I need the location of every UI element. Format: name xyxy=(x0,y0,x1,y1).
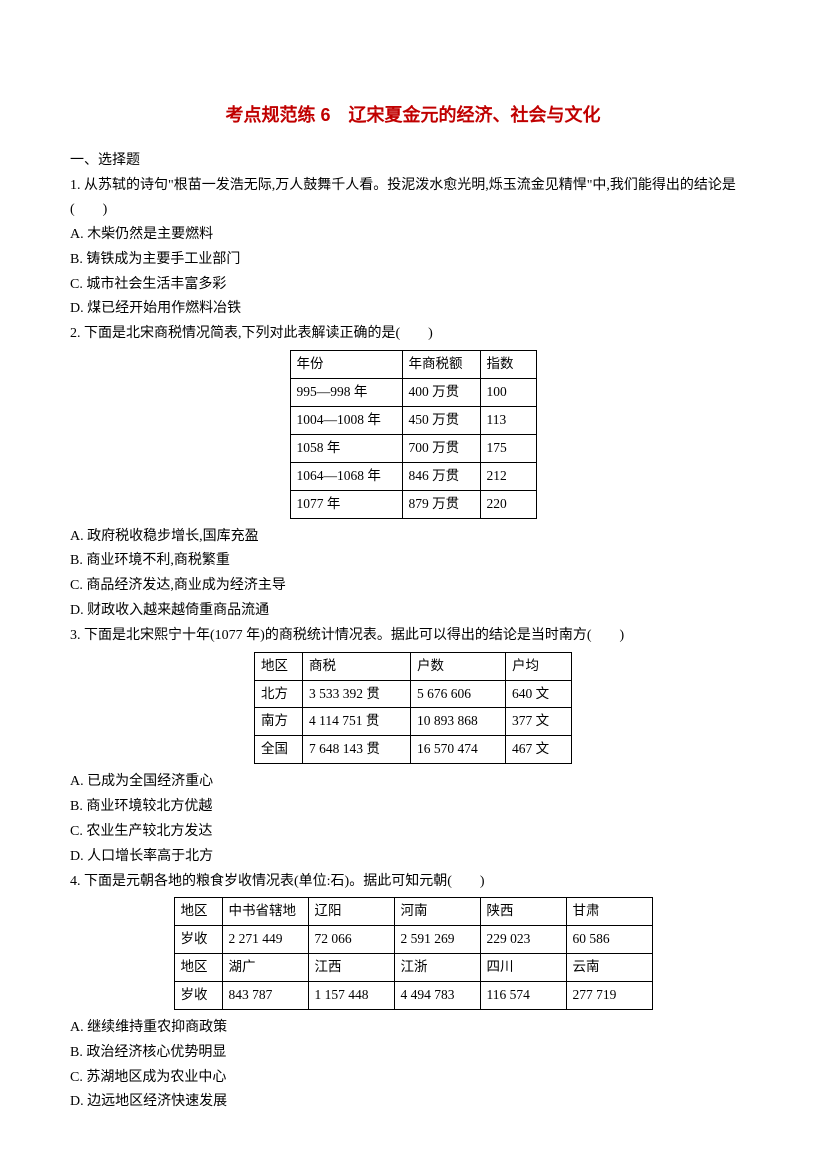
table-cell: 北方 xyxy=(255,680,303,708)
q2-option-b: B. 商业环境不利,商税繁重 xyxy=(70,549,756,573)
table-cell: 1077 年 xyxy=(290,490,402,518)
table-cell: 湖广 xyxy=(222,954,308,982)
q3-option-b: B. 商业环境较北方优越 xyxy=(70,795,756,819)
q2-text: 2. 下面是北宋商税情况简表,下列对此表解读正确的是( ) xyxy=(70,322,756,346)
table-cell: 1 157 448 xyxy=(308,982,394,1010)
table-row: 全国7 648 143 贯16 570 474467 文 xyxy=(255,736,572,764)
table-row: 地区中书省辖地辽阳河南陕西甘肃 xyxy=(174,898,652,926)
table-cell: 846 万贯 xyxy=(402,462,480,490)
q1-option-d: D. 煤已经开始用作燃料冶铁 xyxy=(70,297,756,321)
table-cell: 地区 xyxy=(174,898,222,926)
q1-option-b: B. 铸铁成为主要手工业部门 xyxy=(70,248,756,272)
q2-table: 年份年商税额指数 995—998 年400 万贯100 1004—1008 年4… xyxy=(290,350,537,519)
table-row: 地区湖广江西江浙四川云南 xyxy=(174,954,652,982)
table-cell: 南方 xyxy=(255,708,303,736)
q3-option-c: C. 农业生产较北方发达 xyxy=(70,820,756,844)
table-cell: 云南 xyxy=(566,954,652,982)
table-cell: 175 xyxy=(480,434,536,462)
section-heading: 一、选择题 xyxy=(70,149,756,173)
q2-option-d: D. 财政收入越来越倚重商品流通 xyxy=(70,599,756,623)
table-cell: 河南 xyxy=(394,898,480,926)
table-cell: 户均 xyxy=(506,652,572,680)
table-cell: 400 万贯 xyxy=(402,378,480,406)
q1-option-c: C. 城市社会生活丰富多彩 xyxy=(70,273,756,297)
table-cell: 229 023 xyxy=(480,926,566,954)
table-cell: 户数 xyxy=(411,652,506,680)
table-cell: 2 591 269 xyxy=(394,926,480,954)
table-cell: 5 676 606 xyxy=(411,680,506,708)
table-cell: 60 586 xyxy=(566,926,652,954)
table-cell: 700 万贯 xyxy=(402,434,480,462)
table-cell: 220 xyxy=(480,490,536,518)
table-cell: 3 533 392 贯 xyxy=(303,680,411,708)
table-cell: 72 066 xyxy=(308,926,394,954)
q2-option-c: C. 商品经济发达,商业成为经济主导 xyxy=(70,574,756,598)
table-cell: 1064—1068 年 xyxy=(290,462,402,490)
table-row: 1058 年700 万贯175 xyxy=(290,434,536,462)
table-cell: 岁收 xyxy=(174,982,222,1010)
table-row: 南方4 114 751 贯10 893 868377 文 xyxy=(255,708,572,736)
table-cell: 10 893 868 xyxy=(411,708,506,736)
table-cell: 1058 年 xyxy=(290,434,402,462)
table-cell: 商税 xyxy=(303,652,411,680)
table-cell: 年份 xyxy=(290,350,402,378)
q3-option-a: A. 已成为全国经济重心 xyxy=(70,770,756,794)
table-cell: 全国 xyxy=(255,736,303,764)
table-cell: 地区 xyxy=(255,652,303,680)
table-cell: 16 570 474 xyxy=(411,736,506,764)
table-cell: 1004—1008 年 xyxy=(290,406,402,434)
q3-option-d: D. 人口增长率高于北方 xyxy=(70,845,756,869)
table-cell: 100 xyxy=(480,378,536,406)
table-cell: 甘肃 xyxy=(566,898,652,926)
table-cell: 377 文 xyxy=(506,708,572,736)
page-title: 考点规范练 6 辽宋夏金元的经济、社会与文化 xyxy=(70,100,756,131)
table-cell: 江浙 xyxy=(394,954,480,982)
table-cell: 116 574 xyxy=(480,982,566,1010)
table-cell: 995—998 年 xyxy=(290,378,402,406)
table-cell: 2 271 449 xyxy=(222,926,308,954)
q4-text: 4. 下面是元朝各地的粮食岁收情况表(单位:石)。据此可知元朝( ) xyxy=(70,870,756,894)
table-row: 北方3 533 392 贯5 676 606640 文 xyxy=(255,680,572,708)
q4-option-c: C. 苏湖地区成为农业中心 xyxy=(70,1066,756,1090)
q3-text: 3. 下面是北宋熙宁十年(1077 年)的商税统计情况表。据此可以得出的结论是当… xyxy=(70,624,756,648)
q1-option-a: A. 木柴仍然是主要燃料 xyxy=(70,223,756,247)
table-row: 1064—1068 年846 万贯212 xyxy=(290,462,536,490)
table-cell: 879 万贯 xyxy=(402,490,480,518)
table-cell: 212 xyxy=(480,462,536,490)
table-cell: 地区 xyxy=(174,954,222,982)
table-row: 地区商税户数户均 xyxy=(255,652,572,680)
table-cell: 江西 xyxy=(308,954,394,982)
table-cell: 467 文 xyxy=(506,736,572,764)
table-cell: 640 文 xyxy=(506,680,572,708)
q4-option-b: B. 政治经济核心优势明显 xyxy=(70,1041,756,1065)
table-row: 岁收843 7871 157 4484 494 783116 574277 71… xyxy=(174,982,652,1010)
q1-text: 1. 从苏轼的诗句"根苗一发浩无际,万人鼓舞千人看。投泥泼水愈光明,烁玉流金见精… xyxy=(70,174,756,222)
table-cell: 岁收 xyxy=(174,926,222,954)
q2-option-a: A. 政府税收稳步增长,国库充盈 xyxy=(70,525,756,549)
table-cell: 陕西 xyxy=(480,898,566,926)
table-cell: 指数 xyxy=(480,350,536,378)
table-row: 1077 年879 万贯220 xyxy=(290,490,536,518)
table-cell: 四川 xyxy=(480,954,566,982)
table-row: 年份年商税额指数 xyxy=(290,350,536,378)
table-row: 1004—1008 年450 万贯113 xyxy=(290,406,536,434)
q4-option-d: D. 边远地区经济快速发展 xyxy=(70,1090,756,1114)
table-cell: 113 xyxy=(480,406,536,434)
table-cell: 年商税额 xyxy=(402,350,480,378)
q4-table: 地区中书省辖地辽阳河南陕西甘肃 岁收2 271 44972 0662 591 2… xyxy=(174,897,653,1010)
table-cell: 4 494 783 xyxy=(394,982,480,1010)
table-cell: 7 648 143 贯 xyxy=(303,736,411,764)
table-cell: 4 114 751 贯 xyxy=(303,708,411,736)
table-cell: 277 719 xyxy=(566,982,652,1010)
q4-option-a: A. 继续维持重农抑商政策 xyxy=(70,1016,756,1040)
q3-table: 地区商税户数户均 北方3 533 392 贯5 676 606640 文 南方4… xyxy=(254,652,572,765)
table-cell: 中书省辖地 xyxy=(222,898,308,926)
table-cell: 843 787 xyxy=(222,982,308,1010)
table-row: 995—998 年400 万贯100 xyxy=(290,378,536,406)
table-row: 岁收2 271 44972 0662 591 269229 02360 586 xyxy=(174,926,652,954)
table-cell: 450 万贯 xyxy=(402,406,480,434)
table-cell: 辽阳 xyxy=(308,898,394,926)
